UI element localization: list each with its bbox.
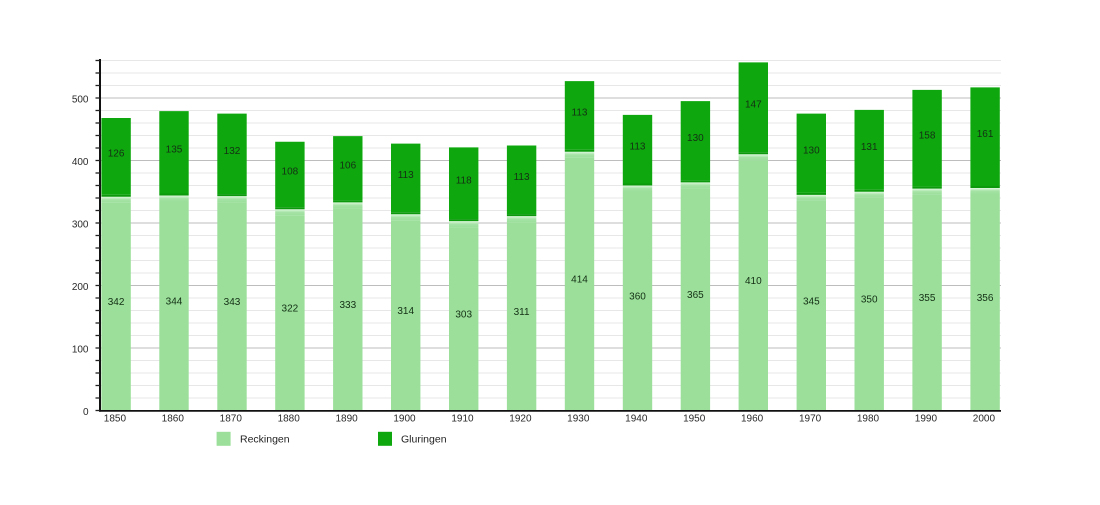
svg-text:345: 345: [803, 296, 820, 307]
svg-text:131: 131: [861, 142, 878, 153]
svg-text:147: 147: [745, 99, 762, 110]
svg-text:1940: 1940: [625, 414, 648, 425]
svg-text:1900: 1900: [393, 414, 416, 425]
svg-text:106: 106: [339, 160, 356, 171]
svg-text:113: 113: [572, 108, 588, 119]
svg-text:132: 132: [224, 146, 241, 157]
svg-text:108: 108: [282, 167, 299, 178]
svg-text:400: 400: [72, 157, 89, 168]
svg-text:1950: 1950: [683, 414, 706, 425]
svg-text:1970: 1970: [799, 414, 822, 425]
svg-text:135: 135: [166, 144, 183, 155]
svg-text:158: 158: [919, 130, 936, 141]
svg-text:113: 113: [514, 172, 530, 183]
svg-text:1870: 1870: [220, 414, 243, 425]
svg-text:Gluringen: Gluringen: [401, 434, 447, 446]
svg-text:1980: 1980: [857, 414, 880, 425]
svg-text:1860: 1860: [162, 414, 185, 425]
svg-text:365: 365: [687, 290, 704, 301]
svg-text:360: 360: [629, 292, 646, 303]
svg-text:1920: 1920: [509, 414, 532, 425]
svg-text:200: 200: [72, 282, 89, 293]
svg-text:1850: 1850: [104, 414, 127, 425]
svg-text:342: 342: [108, 297, 125, 308]
svg-text:130: 130: [803, 145, 820, 156]
svg-text:414: 414: [571, 275, 588, 286]
svg-text:500: 500: [72, 95, 89, 106]
svg-text:344: 344: [166, 297, 183, 308]
svg-text:303: 303: [455, 309, 472, 320]
svg-text:Reckingen: Reckingen: [240, 434, 290, 446]
svg-text:113: 113: [630, 141, 646, 152]
svg-text:2000: 2000: [973, 414, 996, 425]
svg-text:1880: 1880: [278, 414, 301, 425]
svg-text:356: 356: [977, 293, 994, 304]
svg-text:314: 314: [397, 306, 414, 317]
svg-text:333: 333: [339, 300, 356, 311]
svg-text:1910: 1910: [451, 414, 474, 425]
svg-text:161: 161: [977, 129, 994, 140]
svg-text:343: 343: [224, 297, 241, 308]
svg-text:1930: 1930: [567, 414, 590, 425]
svg-text:126: 126: [108, 149, 125, 160]
svg-text:322: 322: [282, 304, 299, 315]
svg-text:300: 300: [72, 220, 89, 231]
svg-text:113: 113: [398, 170, 414, 181]
svg-text:355: 355: [919, 293, 936, 304]
svg-text:100: 100: [72, 345, 89, 356]
svg-text:350: 350: [861, 295, 878, 306]
svg-text:311: 311: [514, 307, 530, 318]
svg-text:118: 118: [456, 175, 472, 186]
svg-text:1890: 1890: [335, 414, 358, 425]
svg-text:0: 0: [83, 407, 89, 418]
svg-text:410: 410: [745, 276, 762, 287]
svg-text:1960: 1960: [741, 414, 764, 425]
svg-text:1990: 1990: [915, 414, 938, 425]
svg-text:130: 130: [687, 133, 704, 144]
